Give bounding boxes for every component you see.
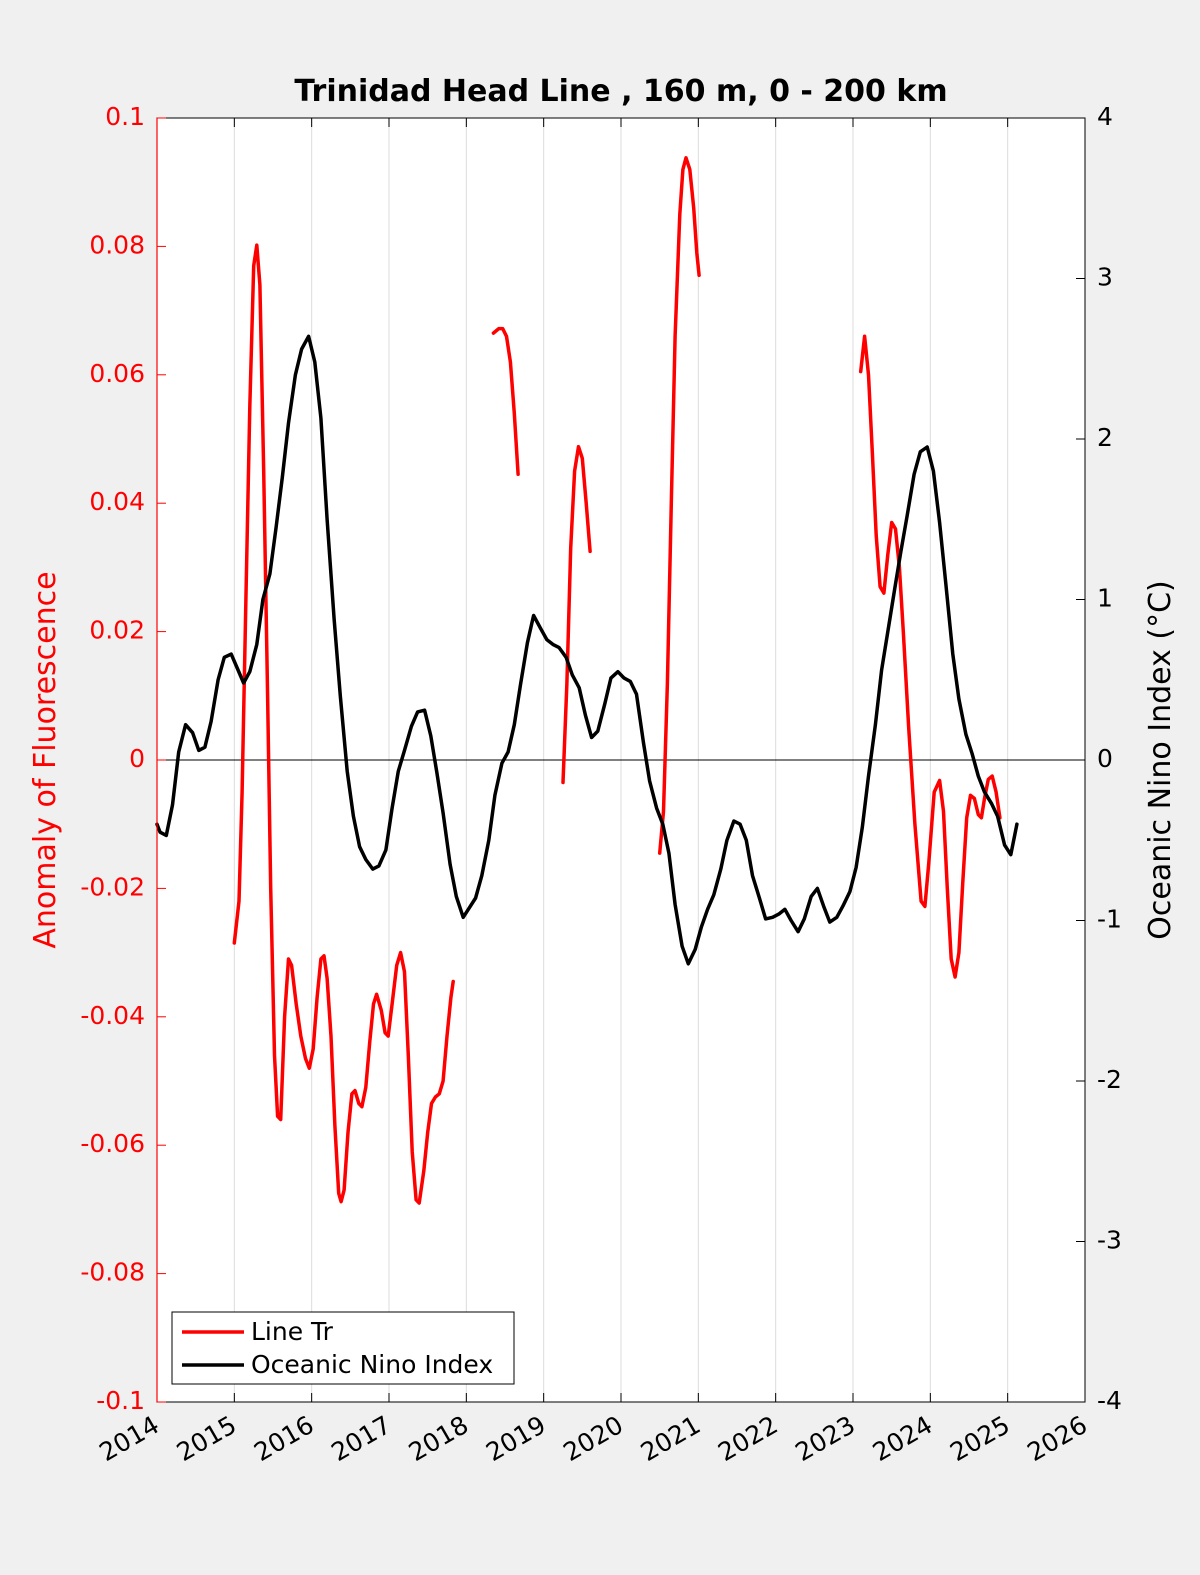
y2-tick-label: -2 xyxy=(1097,1065,1122,1094)
y-tick-label: -0.04 xyxy=(80,1001,145,1030)
legend-box xyxy=(171,1311,515,1385)
legend-label-oni: Oceanic Nino Index xyxy=(251,1350,493,1379)
series-line-line-tr xyxy=(491,326,520,477)
y-axis-label: Anomaly of Fluorescence xyxy=(28,571,63,948)
y2-tick-label: 2 xyxy=(1097,423,1113,452)
y2-tick-label: 0 xyxy=(1097,744,1113,773)
y-tick-label: 0.02 xyxy=(89,616,145,645)
plot-lines xyxy=(155,156,1019,1205)
y2-tick-label: 1 xyxy=(1097,584,1113,613)
legend-label-line-tr: Line Tr xyxy=(251,1317,334,1346)
legend[interactable]: Line Tr Oceanic Nino Index xyxy=(171,1311,515,1385)
y2-tick-label: -4 xyxy=(1097,1386,1122,1415)
y2-axis-label: Oceanic Nino Index (°C) xyxy=(1143,580,1178,940)
y-tick-label: 0.1 xyxy=(105,102,145,131)
y2-tick-label: -1 xyxy=(1097,905,1122,934)
y-tick-label: -0.08 xyxy=(80,1258,145,1287)
series-line-oceanic-nino-index xyxy=(155,334,1019,966)
y-tick-label: -0.1 xyxy=(96,1386,145,1415)
y2-tick-label: 3 xyxy=(1097,263,1113,292)
series-line-line-tr xyxy=(657,156,701,855)
y-tick-label: -0.02 xyxy=(80,872,145,901)
y-tick-label: 0.06 xyxy=(89,359,145,388)
y-tick-label: 0.08 xyxy=(89,230,145,259)
y-tick-label: 0 xyxy=(129,744,145,773)
y2-tick-label: -3 xyxy=(1097,1226,1122,1255)
y2-tick-label: 4 xyxy=(1097,102,1113,131)
series-line-line-tr xyxy=(858,334,1002,979)
y-tick-label: 0.04 xyxy=(89,487,145,516)
chart-title: Trinidad Head Line , 160 m, 0 - 200 km xyxy=(294,74,947,109)
series-line-line-tr xyxy=(232,243,455,1205)
y-tick-label: -0.06 xyxy=(80,1129,145,1158)
